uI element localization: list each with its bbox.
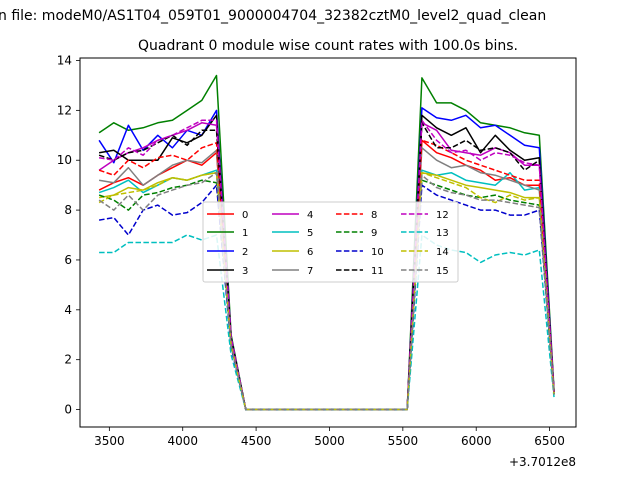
y-tick-label: 14 — [57, 53, 72, 67]
x-offset-label: +3.7012e8 — [509, 455, 576, 469]
legend-label: 10 — [371, 247, 384, 258]
axes-frame — [79, 57, 577, 428]
x-tick-label: 5000 — [314, 434, 345, 448]
x-tick-label: 4500 — [241, 434, 272, 448]
y-tick-label: 4 — [64, 303, 72, 317]
series-line-15 — [98, 171, 555, 411]
legend-label: 4 — [307, 210, 313, 221]
x-tick-label: 6000 — [461, 434, 492, 448]
plot-area: 3500 4000 4500 5000 5500 6000 6500 02468101214… — [57, 53, 577, 469]
x-axis: 3500 4000 4500 5000 5500 6000 6500 — [94, 427, 565, 448]
y-tick-label: 6 — [64, 253, 72, 267]
series-layer — [98, 74, 555, 411]
legend-box — [202, 201, 459, 283]
x-tick-label: 6500 — [534, 434, 565, 448]
legend-label: 8 — [371, 210, 377, 221]
legend-label: 13 — [436, 228, 449, 239]
y-axis: 0 2 4 6 8 10 12 14 — [57, 53, 80, 417]
legend-label: 6 — [307, 247, 313, 258]
series-line-14 — [98, 171, 555, 411]
y-tick-label: 0 — [64, 403, 72, 417]
y-tick-label: 8 — [64, 203, 72, 217]
y-tick-label: 10 — [57, 153, 72, 167]
figure-suptitle: n file: modeM0/AS1T04_059T01_9000004704_… — [0, 8, 546, 24]
legend-label: 3 — [242, 266, 248, 277]
legend-label: 14 — [436, 247, 449, 258]
x-tick-label: 4000 — [167, 434, 198, 448]
legend-label: 15 — [436, 266, 449, 277]
legend-label: 0 — [242, 210, 248, 221]
y-tick-label: 2 — [64, 353, 72, 367]
x-tick-label: 5500 — [388, 434, 419, 448]
legend-label: 2 — [242, 247, 248, 258]
y-tick-label: 12 — [57, 103, 72, 117]
legend-label: 7 — [307, 266, 313, 277]
legend-label: 11 — [371, 266, 384, 277]
legend-label: 5 — [307, 228, 313, 239]
legend-label: 9 — [371, 228, 377, 239]
x-tick-label: 3500 — [94, 434, 125, 448]
chart-title: Quadrant 0 module wise count rates with … — [138, 38, 518, 54]
legend-label: 1 — [242, 228, 248, 239]
legend-label: 12 — [436, 210, 449, 221]
